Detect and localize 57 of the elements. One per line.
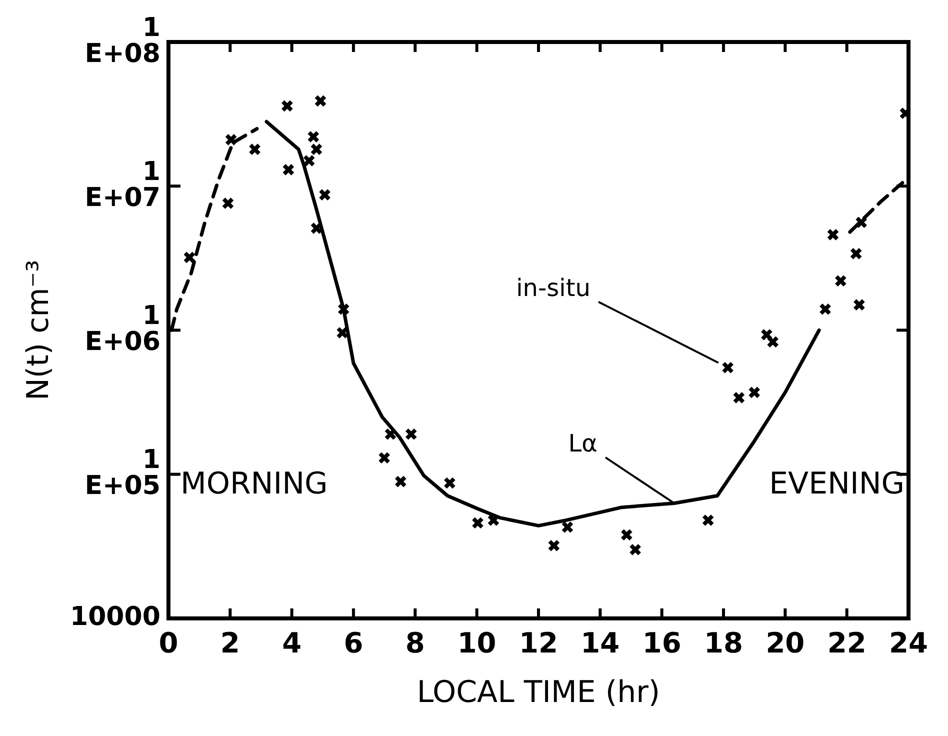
point [760, 328, 773, 341]
annotation: MORNING [180, 466, 328, 502]
x-tick-label: 4 [282, 626, 302, 660]
point [183, 251, 196, 264]
point [282, 163, 295, 176]
x-tick-label: 12 [519, 626, 558, 660]
point [443, 476, 456, 490]
x-tick-label: 14 [580, 626, 620, 660]
x-tick-label: 22 [827, 626, 866, 660]
point [302, 154, 316, 167]
point [826, 228, 840, 241]
point [384, 428, 397, 440]
point [748, 386, 761, 399]
point [404, 428, 418, 440]
y-tick-label: 1E+08 [84, 12, 160, 69]
x-tick-label: 10 [457, 626, 496, 660]
point [548, 539, 560, 552]
point [834, 274, 847, 288]
x-tick-label: 6 [344, 626, 364, 660]
y-tick-label: 1E+06 [84, 300, 160, 357]
y-tick-label: 10000 [70, 602, 160, 632]
y-tick-label: 1E+05 [84, 445, 160, 502]
y-axis-title: N(t) cm⁻³ [20, 260, 56, 401]
point [620, 528, 633, 542]
point [318, 188, 332, 202]
point [222, 197, 234, 210]
point [394, 475, 407, 488]
point [224, 133, 238, 146]
point [561, 520, 574, 534]
point [852, 298, 866, 312]
text: in-situ [516, 274, 590, 302]
point [280, 100, 294, 112]
y-tick-label: 1E+07 [84, 156, 160, 213]
x-tick-label: 24 [889, 626, 928, 660]
text: Lα [568, 430, 598, 458]
x-tick-label: 16 [642, 626, 682, 660]
x-tick-label: 18 [704, 626, 743, 660]
x-tick-label: 8 [405, 626, 425, 660]
line-series [170, 127, 259, 332]
x-tick-label: 20 [766, 626, 805, 660]
point [629, 543, 642, 556]
x-tick-label: 0 [158, 626, 178, 660]
point [471, 516, 484, 530]
point [766, 336, 780, 348]
point [378, 452, 391, 464]
point [850, 247, 862, 260]
point [248, 143, 262, 156]
point [337, 302, 350, 316]
point [855, 216, 868, 229]
annotation: EVENING [769, 466, 905, 502]
point [702, 514, 714, 526]
point [732, 391, 746, 404]
x-axis-title: LOCAL TIME (hr) [416, 674, 660, 710]
x-tick-label: 2 [220, 626, 240, 660]
point [722, 361, 734, 374]
point [819, 302, 832, 316]
point [314, 94, 327, 108]
